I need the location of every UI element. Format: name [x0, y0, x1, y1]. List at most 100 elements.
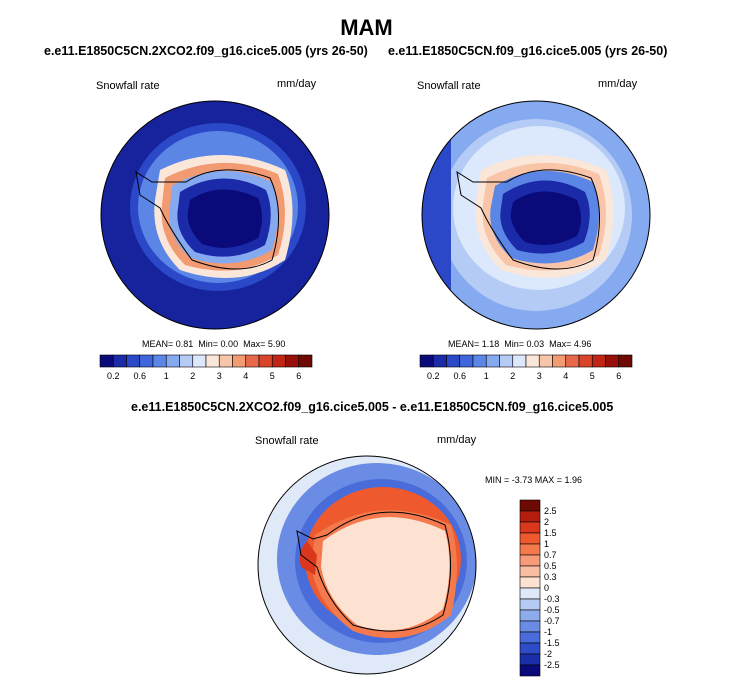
- left-colorbar-tick-label: 0.6: [133, 371, 146, 381]
- right-colorbar-swatch: [459, 354, 474, 368]
- panel-left-title: e.e11.E1850C5CN.2XCO2.f09_g16.cice5.005 …: [44, 44, 368, 58]
- diff-colorbar-tick-label: 2: [544, 517, 549, 527]
- right-colorbar-tick-label: 2: [510, 371, 515, 381]
- right-colorbar-swatch: [591, 354, 606, 368]
- right-colorbar-swatch: [525, 354, 540, 368]
- right-colorbar-tick-label: 0.6: [453, 371, 466, 381]
- right-colorbar-tick-label: 0.2: [427, 371, 440, 381]
- left-colorbar-swatch: [271, 354, 286, 368]
- right-colorbar-tick-label: 1: [484, 371, 489, 381]
- right-stats: MEAN= 1.18 Min= 0.03 Max= 4.96: [448, 339, 591, 349]
- diff-polar-map: [257, 455, 477, 675]
- diff-colorbar-tick-label: -0.3: [544, 594, 560, 604]
- right-colorbar-tick-label: 4: [563, 371, 568, 381]
- diff-colorbar-swatch: [519, 642, 541, 655]
- diff-colorbar-tick-label: 0.3: [544, 572, 557, 582]
- diff-colorbar-tick-label: -0.5: [544, 605, 560, 615]
- left-colorbar-swatch: [99, 354, 114, 368]
- left-stats-min: Min= 0.00: [198, 339, 239, 349]
- right-polar-map: [421, 100, 651, 330]
- right-stats-mean: MEAN= 1.18: [448, 339, 500, 349]
- right-colorbar-tick-label: 5: [590, 371, 595, 381]
- diff-colorbar-tick-label: 1: [544, 539, 549, 549]
- left-stats-max: Max= 5.90: [243, 339, 286, 349]
- left-stats-mean: MEAN= 0.81: [142, 339, 194, 349]
- diff-variable-label: Snowfall rate: [255, 435, 319, 447]
- left-colorbar-swatch: [179, 354, 194, 368]
- diff-units-label: mm/day: [437, 434, 477, 446]
- diff-colorbar-swatch: [519, 499, 541, 512]
- diff-colorbar-tick-label: 2.5: [544, 506, 557, 516]
- left-colorbar-swatch: [139, 354, 154, 368]
- right-variable-label: Snowfall rate: [417, 80, 481, 92]
- diff-colorbar-swatch: [519, 510, 541, 523]
- panel-right-title: e.e11.E1850C5CN.f09_g16.cice5.005 (yrs 2…: [388, 44, 668, 58]
- right-stats-min: Min= 0.03: [504, 339, 545, 349]
- right-colorbar-swatch: [485, 354, 500, 368]
- right-coastline: [456, 169, 600, 270]
- left-colorbar-swatch: [205, 354, 220, 368]
- diff-colorbar-tick-label: -1: [544, 627, 552, 637]
- left-polar-map: [100, 100, 330, 330]
- diff-colorbar-swatch: [519, 521, 541, 534]
- right-colorbar: 0.2 0.6 1 2 3 4 5 6: [419, 354, 633, 381]
- left-colorbar-tick-label: 5: [270, 371, 275, 381]
- right-colorbar-swatch: [538, 354, 553, 368]
- left-variable-label: Snowfall rate: [96, 80, 160, 92]
- diff-colorbar: 2.521.510.70.50.30-0.3-0.5-0.7-1-1.5-2-2…: [519, 499, 560, 677]
- right-colorbar-swatch: [565, 354, 580, 368]
- diff-coastline: [296, 511, 451, 632]
- right-colorbar-swatch: [419, 354, 434, 368]
- right-units-label: mm/day: [598, 78, 638, 90]
- right-colorbar-swatch: [472, 354, 487, 368]
- diff-colorbar-tick-label: 0.7: [544, 550, 557, 560]
- right-colorbar-swatch: [446, 354, 461, 368]
- left-colorbar-swatch: [192, 354, 207, 368]
- diff-colorbar-tick-label: 0.5: [544, 561, 557, 571]
- diff-colorbar-tick-label: 0: [544, 583, 549, 593]
- diff-colorbar-swatch: [519, 631, 541, 644]
- left-colorbar-swatch: [285, 354, 300, 368]
- diff-colorbar-swatch: [519, 598, 541, 611]
- right-colorbar-swatch: [432, 354, 447, 368]
- diff-colorbar-swatch: [519, 664, 541, 677]
- left-colorbar-swatch: [232, 354, 247, 368]
- diff-colorbar-tick-label: -0.7: [544, 616, 560, 626]
- right-colorbar-swatch: [605, 354, 620, 368]
- left-colorbar-tick-label: 2: [190, 371, 195, 381]
- figure-title: MAM: [340, 15, 393, 40]
- right-colorbar-swatch: [578, 354, 593, 368]
- diff-colorbar-tick-label: 1.5: [544, 528, 557, 538]
- left-colorbar: 0.2 0.6 1 2 3 4 5 6: [99, 354, 313, 381]
- left-colorbar-swatch: [298, 354, 313, 368]
- left-colorbar-tick-label: 0.2: [107, 371, 120, 381]
- right-colorbar-tick-label: 6: [616, 371, 621, 381]
- diff-stats: MIN = -3.73 MAX = 1.96: [485, 475, 583, 485]
- right-colorbar-tick-label: 3: [537, 371, 542, 381]
- diff-colorbar-swatch: [519, 543, 541, 556]
- left-colorbar-swatch: [218, 354, 233, 368]
- diff-colorbar-swatch: [519, 653, 541, 666]
- diff-colorbar-tick-label: -1.5: [544, 638, 560, 648]
- left-colorbar-swatch: [165, 354, 180, 368]
- diff-colorbar-swatch: [519, 565, 541, 578]
- left-stats: MEAN= 0.81 Min= 0.00 Max= 5.90: [142, 339, 285, 349]
- right-colorbar-swatch: [499, 354, 514, 368]
- left-coastline: [135, 169, 279, 270]
- diff-colorbar-swatch: [519, 576, 541, 589]
- left-colorbar-tick-label: 1: [164, 371, 169, 381]
- diff-colorbar-swatch: [519, 620, 541, 633]
- diff-colorbar-swatch: [519, 587, 541, 600]
- panel-diff-title: e.e11.E1850C5CN.2XCO2.f09_g16.cice5.005 …: [131, 400, 614, 414]
- left-colorbar-tick-label: 6: [296, 371, 301, 381]
- right-stats-max: Max= 4.96: [549, 339, 592, 349]
- left-colorbar-swatch: [245, 354, 260, 368]
- left-colorbar-swatch: [152, 354, 167, 368]
- left-units-label: mm/day: [277, 78, 317, 90]
- left-colorbar-swatch: [126, 354, 141, 368]
- left-colorbar-swatch: [112, 354, 127, 368]
- right-colorbar-swatch: [618, 354, 633, 368]
- left-colorbar-tick-label: 3: [217, 371, 222, 381]
- right-colorbar-swatch: [552, 354, 567, 368]
- diff-colorbar-tick-label: -2.5: [544, 660, 560, 670]
